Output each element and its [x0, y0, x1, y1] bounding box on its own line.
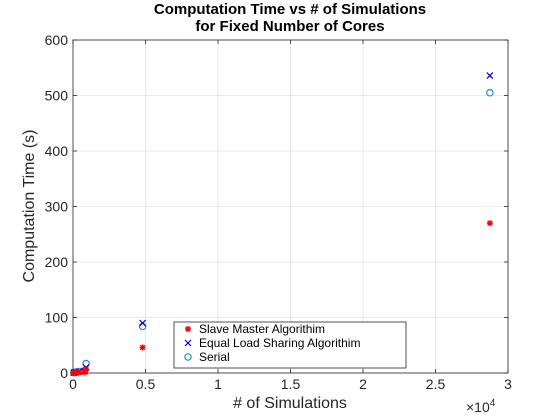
data-point-asterisk: [139, 344, 146, 351]
data-point-x: [139, 319, 147, 327]
x-tick-label: 0.5: [136, 376, 156, 392]
legend-label-equal-load: Equal Load Sharing Algorithim: [199, 336, 360, 350]
legend-marker-circle: [184, 353, 192, 361]
x-tick-label: 2.5: [426, 376, 446, 392]
marker-stroke: [83, 366, 89, 372]
y-tick-label: 500: [45, 88, 69, 104]
y-tick-label: 300: [45, 199, 69, 215]
chart-title-line-2: for Fixed Number of Cores: [195, 18, 384, 35]
y-tick-label: 200: [45, 254, 69, 270]
legend: Slave Master Algorithim Equal Load Shari…: [173, 321, 407, 369]
y-tick-label: 0: [60, 365, 68, 381]
marker-stroke: [139, 344, 146, 351]
marker-stroke: [486, 72, 494, 79]
marker-stroke: [76, 369, 82, 376]
marker-stroke: [184, 339, 192, 347]
marker-stroke: [486, 88, 494, 97]
legend-label-slave-master: Slave Master Algorithim: [199, 322, 325, 336]
y-tick-label: 100: [45, 310, 69, 326]
x-axis-multiplier-exponent: 4: [490, 398, 496, 409]
legend-label-serial: Serial: [199, 350, 230, 364]
x-tick-label: 1: [214, 376, 222, 392]
x-tick-label: 1.5: [281, 376, 301, 392]
data-point-asterisk: [486, 220, 493, 227]
marker-stroke: [139, 319, 147, 327]
data-point-x: [486, 72, 494, 79]
marker-stroke: [184, 353, 192, 361]
data-points: [69, 72, 494, 377]
x-axis-multiplier-base: ×10: [466, 399, 490, 415]
x-tick-label: 2: [359, 376, 367, 392]
y-tick-label: 600: [45, 32, 69, 48]
x-tick-label: 0: [69, 376, 77, 392]
data-point-asterisk: [83, 366, 90, 373]
y-axis-label: Computation Time (s): [21, 130, 38, 283]
legend-markers: [184, 326, 192, 361]
y-tick-label: 400: [45, 143, 69, 159]
x-axis-multiplier: ×104: [466, 398, 496, 415]
x-tick-labels: 0 0.5 1 1.5 2 2.5 3: [69, 376, 512, 392]
marker-stroke: [487, 220, 493, 226]
legend-marker-x: [184, 339, 192, 347]
chart-title-line-1: Computation Time vs # of Simulations: [154, 1, 426, 18]
x-axis-label: # of Simulations: [233, 395, 347, 412]
legend-marker-asterisk: [185, 326, 191, 332]
y-tick-labels: 0 100 200 300 400 500 600: [45, 32, 69, 381]
marker-stroke: [185, 326, 191, 332]
legend-box: [173, 321, 407, 369]
axis-ticks: [72, 39, 509, 374]
data-point-asterisk: [75, 369, 82, 376]
x-tick-label: 3: [504, 376, 512, 392]
data-point-circle: [486, 88, 494, 97]
